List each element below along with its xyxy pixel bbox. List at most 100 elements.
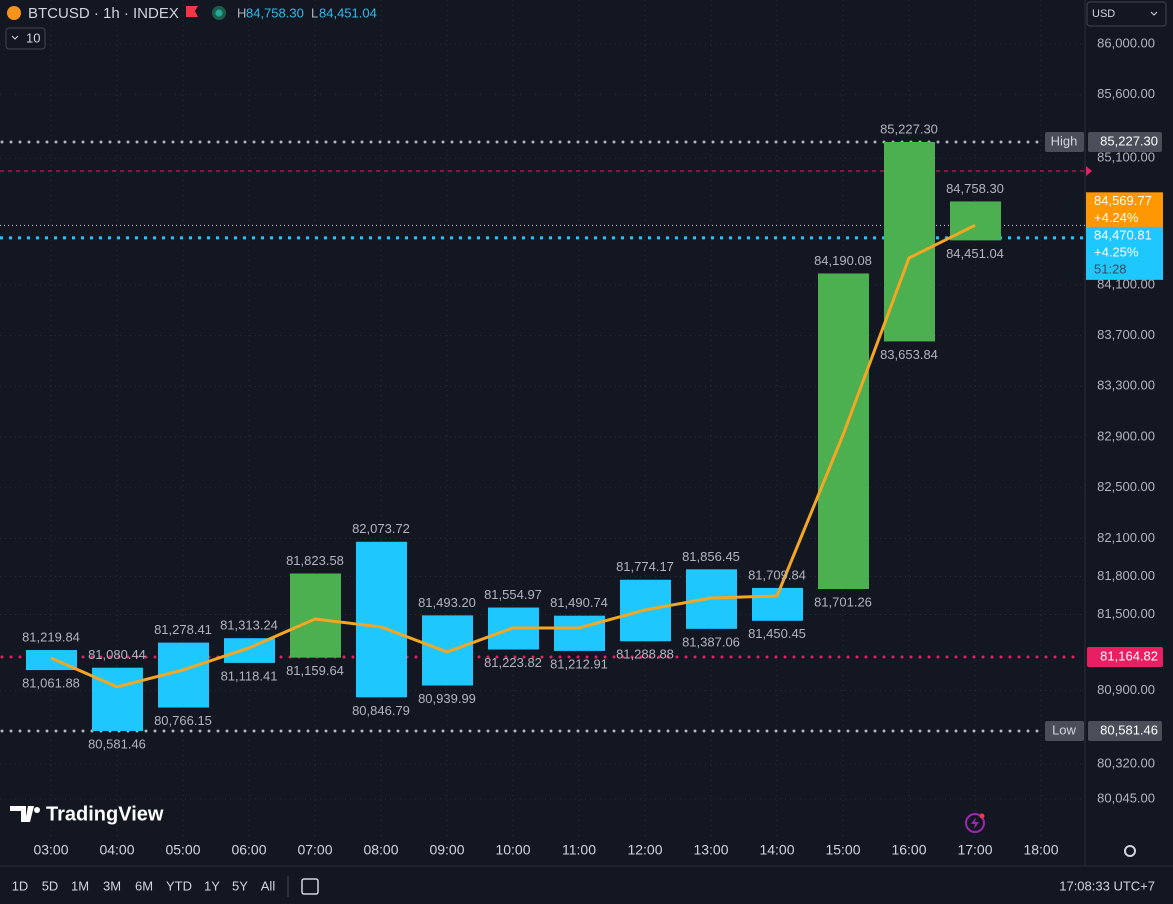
range-bar: [554, 615, 605, 651]
y-tick-label: 84,100.00: [1097, 276, 1155, 291]
low-label: 80,846.79: [352, 703, 410, 718]
currency-select[interactable]: [1086, 1, 1167, 27]
y-tick-label: 80,900.00: [1097, 682, 1155, 697]
plot: [26, 141, 1001, 731]
low-label: 81,701.26: [814, 594, 872, 609]
low-label: 81,223.82: [484, 655, 542, 670]
y-tick-label: 82,500.00: [1097, 479, 1155, 494]
x-tick-label: 15:00: [825, 842, 860, 858]
range-button[interactable]: All: [261, 878, 276, 893]
currency-chevron: [1150, 11, 1158, 16]
range-button[interactable]: 6M: [135, 878, 153, 893]
high-label: 81,490.74: [550, 595, 608, 610]
level-value-box: [1087, 647, 1163, 668]
watermark: TradingView: [46, 803, 164, 825]
range-bar: [356, 541, 407, 698]
range-bar: [290, 573, 341, 658]
level-value-box: [1088, 720, 1162, 741]
high-label: 81,774.17: [616, 559, 674, 574]
range-bar: [224, 638, 275, 663]
x-tick-label: 07:00: [297, 842, 332, 858]
x-tick-label: 18:00: [1023, 842, 1058, 858]
alert-bolt: [971, 817, 979, 829]
y-tick-label: 86,000.00: [1097, 35, 1155, 50]
x-tick-label: 05:00: [165, 842, 200, 858]
low-label: 80,766.15: [154, 713, 212, 728]
y-tick-label: 81,800.00: [1097, 568, 1155, 583]
range-button[interactable]: 1Y: [204, 878, 220, 893]
settings-icon[interactable]: [1124, 845, 1136, 857]
low-prefix: L: [311, 5, 318, 20]
low-label: 81,212.91: [550, 656, 608, 671]
price-tag-label: 84,569.77: [1094, 193, 1152, 208]
flag-icon: [186, 6, 198, 17]
header-low: 84,451.04: [319, 5, 377, 20]
y-tick-label: 85,600.00: [1097, 86, 1155, 101]
level-value: 85,227.30: [1100, 133, 1158, 148]
x-tick-label: 12:00: [627, 842, 662, 858]
high-label: 81,278.41: [154, 622, 212, 637]
level-name: High: [1051, 133, 1078, 148]
symbol: BTCUSD · 1h · INDEX: [28, 5, 179, 22]
x-tick-label: 06:00: [231, 842, 266, 858]
calendar-icon[interactable]: [301, 878, 319, 895]
y-tick-label: 85,100.00: [1097, 150, 1155, 165]
y-tick-label: 82,100.00: [1097, 530, 1155, 545]
low-label: 81,450.45: [748, 626, 806, 641]
logo-dot: [34, 807, 40, 813]
range-button[interactable]: 3M: [103, 878, 121, 893]
high-label: 84,190.08: [814, 253, 872, 268]
logo-mark: [10, 806, 34, 822]
y-tick-label: 80,045.00: [1097, 790, 1155, 805]
x-tick-label: 08:00: [363, 842, 398, 858]
level-value-box: [1088, 131, 1162, 152]
range-button[interactable]: YTD: [166, 878, 192, 893]
range-button[interactable]: 5Y: [232, 878, 248, 893]
high-label: 81,219.84: [22, 629, 80, 644]
level-value: 81,164.82: [1100, 648, 1158, 663]
range-button[interactable]: 5D: [42, 878, 59, 893]
level-value: 80,581.46: [1100, 722, 1158, 737]
interval-value: 10: [26, 30, 40, 45]
low-label: 81,118.41: [221, 668, 278, 683]
range-bar: [884, 141, 935, 342]
y-tick-label: 83,700.00: [1097, 327, 1155, 342]
coin-icon: [7, 6, 21, 20]
high-label: 81,709.84: [748, 567, 806, 582]
interval-button[interactable]: [5, 27, 46, 50]
alert-icon[interactable]: [965, 813, 985, 833]
header-high: 84,758.30: [246, 5, 304, 20]
range-button[interactable]: 1D: [12, 878, 29, 893]
low-label: 83,653.84: [880, 347, 938, 362]
x-tick-label: 04:00: [99, 842, 134, 858]
status-dot: [215, 9, 223, 17]
high-label: 85,227.30: [880, 121, 938, 136]
x-tick-label: 13:00: [693, 842, 728, 858]
x-tick-label: 09:00: [429, 842, 464, 858]
y-tick-label: 80,320.00: [1097, 756, 1155, 771]
low-label: 84,451.04: [946, 246, 1004, 261]
y-tick-label: 83,300.00: [1097, 378, 1155, 393]
alert-badge: [979, 813, 985, 819]
low-label: 81,387.06: [682, 634, 740, 649]
low-label: 80,939.99: [418, 691, 476, 706]
low-label: 81,159.64: [286, 663, 344, 678]
low-label: 80,581.46: [88, 736, 146, 751]
level-name-box: [1045, 131, 1084, 152]
clock: 17:08:33 UTC+7: [1059, 878, 1155, 893]
x-tick-label: 10:00: [495, 842, 530, 858]
high-label: 82,073.72: [352, 521, 410, 536]
y-tick-label: 82,900.00: [1097, 428, 1155, 443]
x-tick-label: 16:00: [891, 842, 926, 858]
high-label: 81,856.45: [682, 549, 740, 564]
x-tick-label: 03:00: [33, 842, 68, 858]
chevron: [11, 35, 19, 40]
y-tick-label: 81,500.00: [1097, 606, 1155, 621]
high-label: 81,080.44: [88, 647, 146, 662]
level-marker: [1086, 166, 1092, 177]
low-label: 81,288.88: [616, 647, 674, 662]
range-button[interactable]: 1M: [71, 878, 89, 893]
high-label: 84,758.30: [946, 181, 1004, 196]
